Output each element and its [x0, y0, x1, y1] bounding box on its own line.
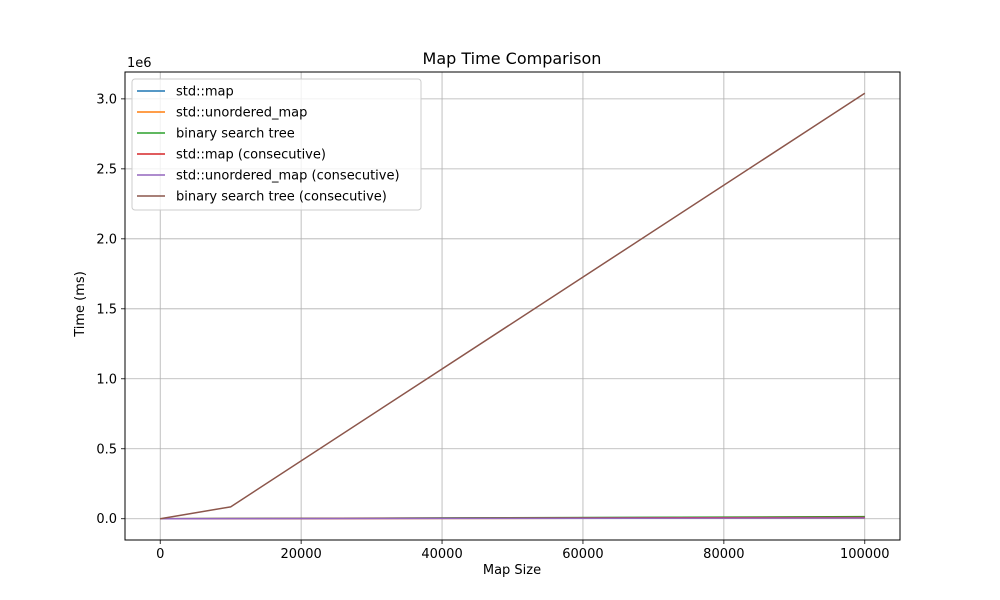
- y-tick-label: 0.5: [96, 442, 117, 457]
- legend-label: std::map: [176, 85, 234, 100]
- y-axis-offset-text: 1e6: [127, 56, 152, 71]
- legend-label: binary search tree: [176, 127, 295, 142]
- legend-box: [131, 78, 422, 211]
- legend-label: std::map (consecutive): [176, 148, 326, 163]
- y-tick-label: 3.0: [96, 92, 117, 107]
- y-tick-label: 1.0: [96, 372, 117, 387]
- x-axis-label: Map Size: [483, 563, 541, 578]
- x-tick-label: 0: [156, 547, 164, 562]
- y-tick-label: 1.5: [96, 302, 117, 317]
- legend-label: std::unordered_map: [176, 106, 307, 121]
- x-tick-label: 100000: [840, 547, 890, 562]
- y-tick-label: 2.0: [96, 232, 117, 247]
- plot-lines: [160, 92, 866, 520]
- y-tick-label: 0.0: [96, 512, 117, 527]
- y-tick-label: 2.5: [96, 162, 117, 177]
- x-tick-label: 80000: [703, 547, 744, 562]
- x-tick-label: 60000: [562, 547, 603, 562]
- x-tick-label: 20000: [280, 547, 321, 562]
- plot-frame: [124, 71, 901, 541]
- series-line-6: [160, 92, 866, 520]
- legend-label: std::unordered_map (consecutive): [176, 169, 400, 184]
- y-axis-label: Time (ms): [73, 271, 88, 338]
- series-line-5: [160, 517, 865, 520]
- legend-label: binary search tree (consecutive): [176, 190, 387, 205]
- chart-title: Map Time Comparison: [423, 49, 602, 68]
- x-tick-label: 40000: [421, 547, 462, 562]
- axis-ticks: 0 20000 40000 60000 80000 100000 0.0 0.5 1.0 1.5 2…: [96, 92, 889, 562]
